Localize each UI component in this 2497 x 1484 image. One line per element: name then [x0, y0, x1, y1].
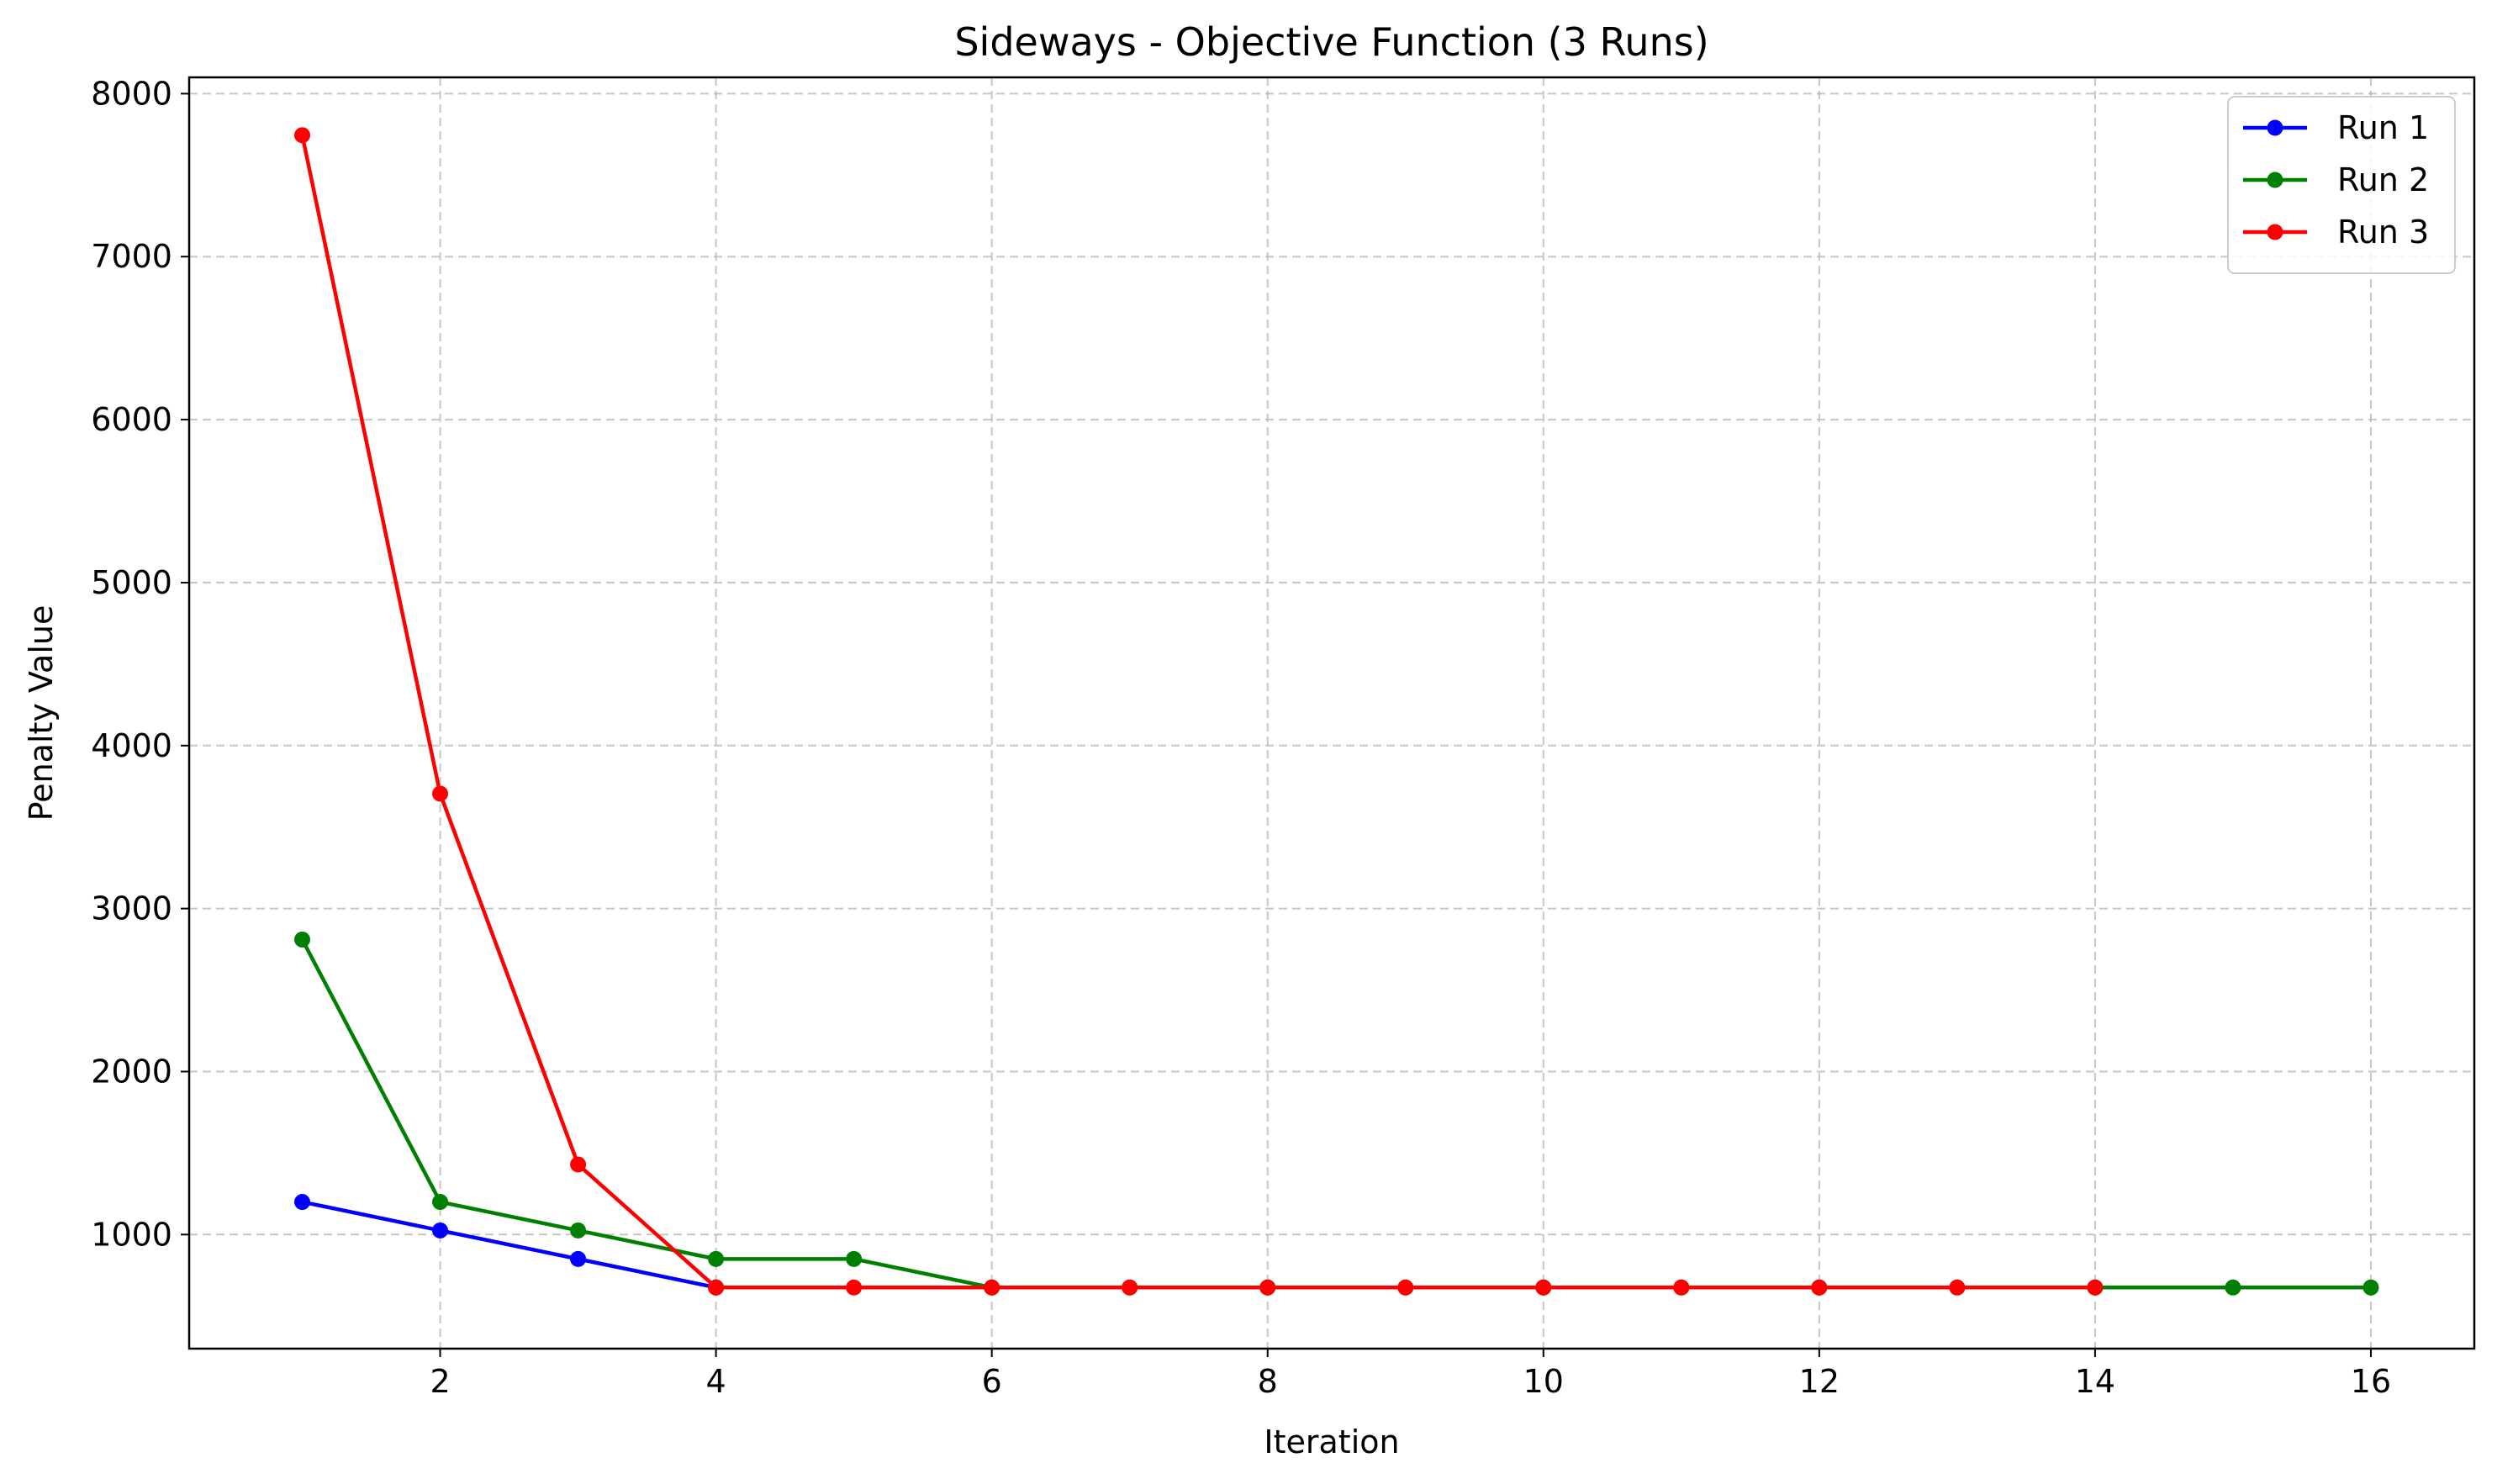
series-1 — [294, 1194, 725, 1296]
data-point — [1811, 1279, 1828, 1296]
x-tick-label: 8 — [1258, 1363, 1278, 1400]
series-line — [302, 1200, 717, 1290]
data-point — [984, 1279, 1000, 1296]
legend-swatch-marker — [2267, 172, 2283, 188]
data-point — [1122, 1279, 1138, 1296]
y-tick-label: 6000 — [91, 401, 172, 438]
data-point — [1535, 1279, 1552, 1296]
tick-labels: 2 4 6 8 10 12 14 16 1000 2000 3000 4000 5000 6000 7000… — [91, 75, 2391, 1400]
x-tick-label: 2 — [430, 1363, 450, 1400]
chart-title: Sideways - Objective Function (3 Runs) — [954, 19, 1708, 65]
data-point — [1397, 1279, 1414, 1296]
series-line — [300, 135, 2095, 1290]
data-point — [2362, 1279, 2379, 1296]
legend-item: Run 2 — [2243, 161, 2429, 198]
ticks — [181, 92, 2372, 1357]
data-point — [846, 1279, 863, 1296]
legend-box — [2227, 96, 2456, 274]
x-tick-label: 16 — [2351, 1363, 2391, 1400]
legend-label: Run 3 — [2337, 214, 2429, 251]
y-tick-label: 3000 — [91, 890, 172, 927]
data-point — [846, 1250, 863, 1267]
data-point — [2225, 1279, 2241, 1296]
x-tick-label: 14 — [2075, 1363, 2115, 1400]
data-point — [1259, 1279, 1276, 1296]
y-tick-label: 1000 — [91, 1216, 172, 1253]
y-tick-label: 4000 — [91, 727, 172, 764]
data-point — [1673, 1279, 1690, 1296]
data-point — [294, 931, 311, 948]
data-point — [570, 1250, 587, 1267]
y-axis-title: Penalty Value — [23, 605, 60, 821]
legend: Run 1 Run 2 Run 3 — [2227, 96, 2456, 274]
y-tick-label: 2000 — [91, 1053, 172, 1090]
series-layer — [294, 127, 2379, 1296]
legend-item: Run 3 — [2243, 214, 2429, 251]
data-point — [708, 1279, 725, 1296]
y-tick-label: 5000 — [91, 564, 172, 601]
data-point — [432, 1194, 449, 1211]
x-tick-label: 10 — [1523, 1363, 1564, 1400]
data-point — [2087, 1279, 2104, 1296]
legend-swatch-marker — [2267, 119, 2283, 136]
data-point — [294, 1194, 311, 1211]
data-point — [570, 1222, 587, 1238]
legend-item: Run 1 — [2243, 109, 2429, 146]
x-tick-label: 12 — [1799, 1363, 1840, 1400]
data-point — [570, 1156, 587, 1173]
data-point — [1949, 1279, 1966, 1296]
y-tick-label: 8000 — [91, 75, 172, 112]
data-point — [432, 785, 449, 802]
x-axis-title: Iteration — [1264, 1423, 1399, 1460]
data-point — [432, 1222, 449, 1238]
x-tick-label: 4 — [706, 1363, 726, 1400]
data-point — [294, 127, 311, 144]
plot-frame — [187, 76, 2476, 1350]
legend-label: Run 1 — [2337, 109, 2429, 146]
series-3 — [294, 127, 2104, 1296]
legend-swatch-marker — [2267, 224, 2283, 240]
legend-label: Run 2 — [2337, 161, 2429, 198]
grid — [189, 77, 2474, 1349]
data-point — [708, 1250, 725, 1267]
x-tick-label: 6 — [982, 1363, 1002, 1400]
y-tick-label: 7000 — [91, 238, 172, 275]
